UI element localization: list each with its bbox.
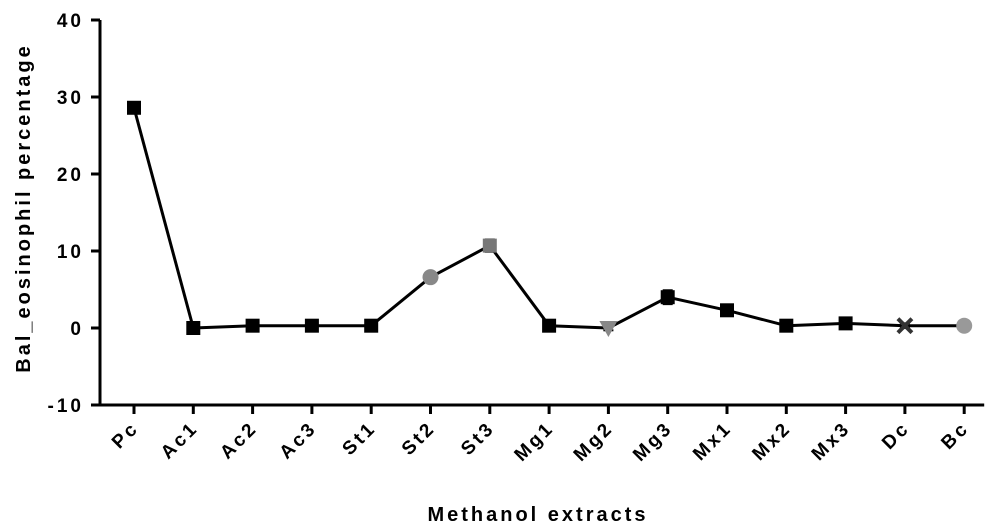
data-point [660, 290, 675, 305]
x-axis: Pc Ac1 Ac2 Ac3 St1 St2 St3 Mg1 Mg2 Mg3 Mx1 Mx2 Mx3 Dc… [100, 403, 985, 466]
data-point [482, 238, 497, 253]
y-tick-label: -10 [48, 396, 84, 417]
y-tick-label: 10 [57, 242, 84, 263]
data-series [127, 100, 973, 337]
data-point [422, 269, 439, 286]
x-tick-label: Dc [878, 418, 914, 454]
y-axis: -10 0 10 20 30 40 [48, 11, 102, 417]
data-point [599, 321, 618, 337]
x-axis-title: Methanol extracts [427, 504, 648, 526]
cross-stroke [896, 317, 914, 335]
x-tick-label: St2 [398, 418, 440, 460]
x-tick-label: Bc [937, 418, 973, 454]
x-tick-label: St1 [339, 418, 381, 460]
y-tick-label: 20 [57, 165, 84, 186]
x-tick-label: Ac1 [157, 418, 203, 464]
y-tick-label: 0 [70, 319, 84, 340]
x-tick-label: Ac3 [276, 418, 322, 464]
x-tick-label: Ac2 [216, 418, 262, 464]
data-point [896, 317, 914, 335]
data-point [838, 316, 853, 331]
data-point [956, 317, 973, 334]
data-point [245, 318, 260, 333]
data-point [720, 303, 734, 318]
x-tick-label: Mg3 [629, 418, 677, 466]
y-tick-label: 40 [57, 11, 84, 32]
x-tick-label: Mg1 [511, 418, 559, 466]
data-point [304, 318, 319, 333]
data-point [364, 318, 379, 333]
x-tick-label: Mx1 [689, 418, 736, 465]
x-tick-label: Mx3 [808, 418, 855, 465]
data-point [779, 318, 794, 333]
y-tick-label: 30 [57, 88, 84, 109]
data-point [127, 100, 141, 115]
data-point [542, 318, 557, 333]
x-tick-label: Mg2 [570, 418, 618, 466]
x-tick-label: Mx2 [748, 418, 795, 465]
y-axis-title: Bal_eosinophil percentage [13, 43, 35, 373]
data-point [186, 321, 201, 335]
x-tick-label: Pc [108, 418, 144, 454]
series-line [132, 107, 965, 330]
x-tick-label: St3 [457, 418, 499, 460]
